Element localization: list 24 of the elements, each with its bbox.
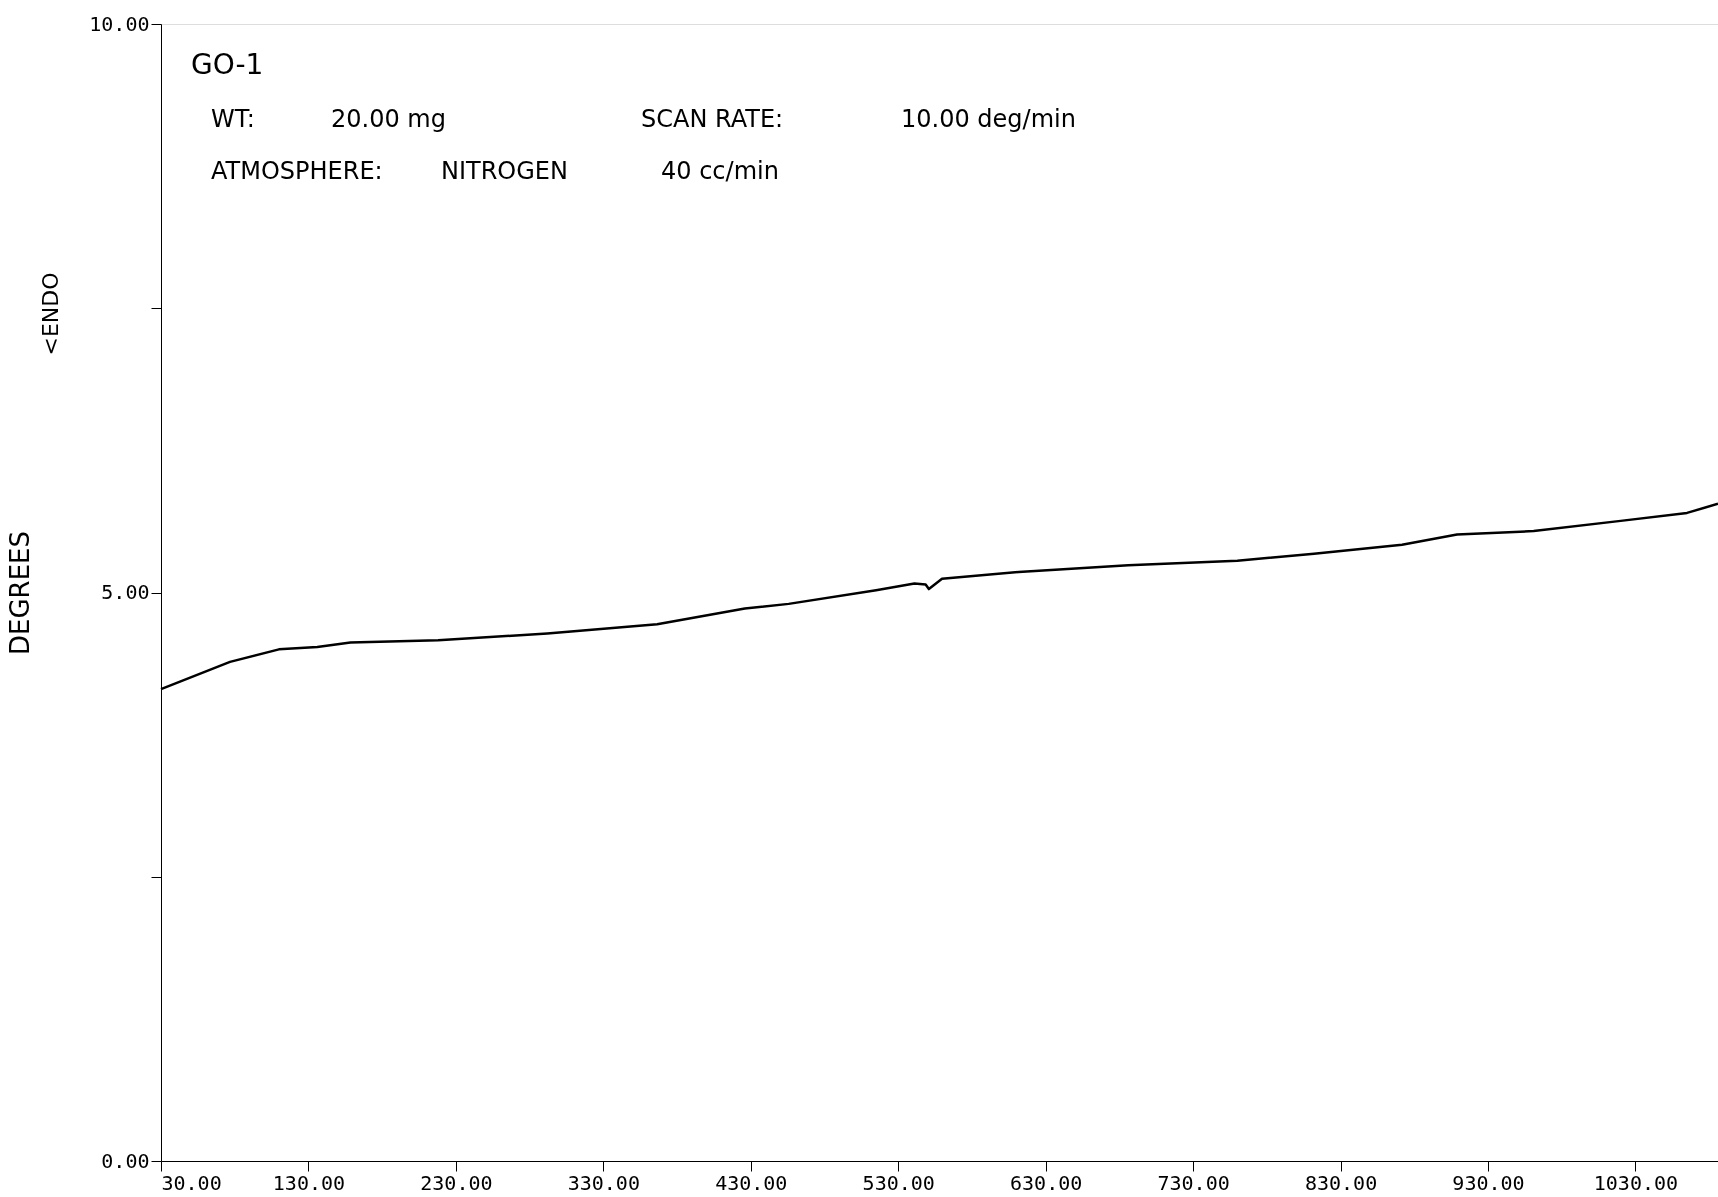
annotation: WT: [211, 105, 255, 133]
text: <ENDO [38, 272, 63, 356]
x-tick-label: 430.00 [715, 1170, 788, 1195]
x-tick-label: 530.00 [862, 1170, 935, 1195]
x-tick-label: 730.00 [1157, 1170, 1230, 1195]
annotation: 40 cc/min [661, 157, 779, 185]
y-tick-label: 0.00 [101, 1148, 150, 1173]
annotation: 20.00 mg [331, 105, 446, 133]
x-tick-label: 230.00 [420, 1170, 493, 1195]
x-tick-label: 630.00 [1010, 1170, 1083, 1195]
x-tick-label: 830.00 [1304, 1170, 1378, 1195]
annotation: 10.00 deg/min [901, 105, 1076, 133]
x-tick-label: 130.00 [272, 1170, 346, 1195]
x-tick-label: 330.00 [567, 1170, 640, 1195]
y-tick-label: 5.00 [101, 580, 150, 604]
annotation: NITROGEN [441, 157, 568, 185]
y-axis-title: DEGREES [5, 530, 36, 656]
x-tick-label: 930.00 [1452, 1170, 1525, 1195]
annotation: ATMOSPHERE: [211, 157, 383, 185]
y-tick-label: 10.00 [89, 11, 150, 36]
annotation: SCAN RATE: [641, 105, 784, 133]
annotation: GO-1 [191, 48, 264, 81]
x-tick-label: 30.00 [161, 1170, 222, 1195]
x-tick-label: 1030.00 [1593, 1170, 1679, 1195]
